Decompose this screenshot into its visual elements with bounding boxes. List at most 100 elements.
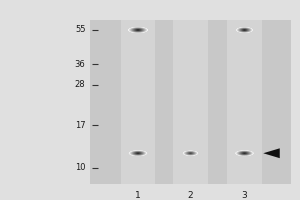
- Ellipse shape: [134, 152, 142, 154]
- Ellipse shape: [242, 153, 247, 154]
- Ellipse shape: [241, 152, 248, 154]
- Ellipse shape: [135, 29, 141, 31]
- Ellipse shape: [239, 28, 250, 32]
- Ellipse shape: [242, 29, 247, 31]
- Ellipse shape: [241, 29, 248, 31]
- Ellipse shape: [187, 152, 194, 154]
- Ellipse shape: [131, 151, 145, 155]
- Ellipse shape: [238, 28, 251, 32]
- Bar: [121, 20, 155, 184]
- Ellipse shape: [237, 151, 252, 156]
- Ellipse shape: [241, 29, 248, 31]
- Ellipse shape: [136, 153, 140, 154]
- Ellipse shape: [183, 151, 198, 156]
- Ellipse shape: [132, 151, 144, 155]
- Ellipse shape: [129, 150, 147, 156]
- Ellipse shape: [237, 27, 252, 33]
- Ellipse shape: [238, 151, 251, 155]
- Ellipse shape: [185, 151, 196, 155]
- Ellipse shape: [238, 151, 250, 155]
- Ellipse shape: [239, 152, 250, 155]
- Ellipse shape: [237, 28, 252, 32]
- Ellipse shape: [134, 152, 142, 155]
- Ellipse shape: [236, 150, 253, 156]
- Ellipse shape: [236, 151, 253, 156]
- Ellipse shape: [129, 27, 147, 33]
- Ellipse shape: [242, 29, 247, 31]
- Ellipse shape: [133, 152, 143, 155]
- Ellipse shape: [237, 151, 252, 156]
- Ellipse shape: [243, 29, 246, 31]
- Ellipse shape: [236, 151, 253, 156]
- Ellipse shape: [186, 152, 195, 155]
- Ellipse shape: [134, 29, 142, 31]
- Ellipse shape: [132, 151, 144, 155]
- Ellipse shape: [184, 151, 196, 155]
- Polygon shape: [263, 148, 280, 158]
- Ellipse shape: [239, 152, 250, 155]
- Ellipse shape: [183, 151, 198, 156]
- Ellipse shape: [129, 27, 147, 33]
- Ellipse shape: [136, 29, 140, 31]
- Ellipse shape: [237, 27, 252, 33]
- Ellipse shape: [130, 151, 146, 156]
- Ellipse shape: [131, 28, 145, 32]
- Ellipse shape: [134, 29, 142, 31]
- Ellipse shape: [239, 28, 250, 32]
- Ellipse shape: [241, 152, 248, 154]
- Ellipse shape: [185, 152, 196, 155]
- Text: 55: 55: [75, 25, 86, 34]
- Ellipse shape: [236, 27, 253, 33]
- Ellipse shape: [187, 152, 194, 154]
- Ellipse shape: [190, 153, 191, 154]
- Ellipse shape: [241, 29, 248, 31]
- Ellipse shape: [243, 153, 246, 154]
- Ellipse shape: [130, 151, 146, 156]
- Ellipse shape: [238, 28, 250, 32]
- Ellipse shape: [136, 153, 140, 154]
- Text: 17: 17: [75, 121, 86, 130]
- Ellipse shape: [188, 153, 193, 154]
- Ellipse shape: [136, 153, 140, 154]
- Ellipse shape: [130, 28, 146, 32]
- Ellipse shape: [134, 29, 142, 31]
- Ellipse shape: [129, 150, 147, 156]
- Ellipse shape: [189, 153, 192, 154]
- Ellipse shape: [187, 152, 194, 154]
- Ellipse shape: [130, 151, 146, 156]
- Ellipse shape: [133, 152, 143, 155]
- Ellipse shape: [235, 150, 254, 156]
- Ellipse shape: [131, 28, 145, 32]
- Text: 36: 36: [75, 60, 86, 69]
- Ellipse shape: [135, 29, 141, 31]
- Ellipse shape: [132, 28, 144, 32]
- Ellipse shape: [134, 152, 142, 155]
- Ellipse shape: [242, 152, 247, 154]
- Ellipse shape: [240, 152, 249, 155]
- Ellipse shape: [135, 152, 141, 154]
- Text: 2: 2: [188, 190, 193, 200]
- Ellipse shape: [188, 153, 193, 154]
- Ellipse shape: [129, 151, 147, 156]
- Ellipse shape: [129, 27, 147, 33]
- Ellipse shape: [184, 151, 197, 155]
- Ellipse shape: [238, 28, 251, 32]
- Ellipse shape: [236, 27, 253, 33]
- Ellipse shape: [185, 151, 196, 155]
- Ellipse shape: [188, 152, 194, 154]
- Ellipse shape: [132, 28, 144, 32]
- Ellipse shape: [135, 152, 141, 154]
- Ellipse shape: [238, 151, 251, 155]
- Ellipse shape: [132, 151, 144, 155]
- Ellipse shape: [240, 152, 249, 155]
- Ellipse shape: [134, 152, 142, 154]
- Ellipse shape: [184, 151, 197, 155]
- Ellipse shape: [131, 151, 145, 155]
- Ellipse shape: [135, 152, 141, 154]
- Ellipse shape: [239, 151, 250, 155]
- Text: 10: 10: [75, 164, 86, 172]
- Ellipse shape: [189, 153, 192, 154]
- Ellipse shape: [238, 28, 251, 32]
- Ellipse shape: [186, 152, 195, 155]
- Ellipse shape: [188, 152, 193, 154]
